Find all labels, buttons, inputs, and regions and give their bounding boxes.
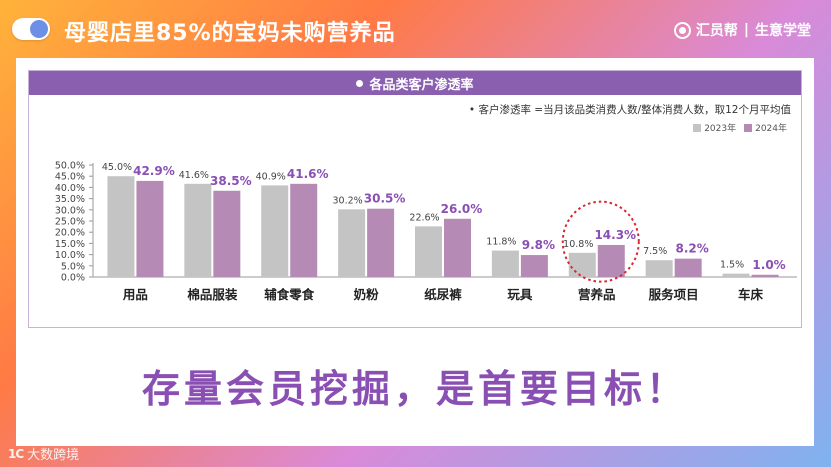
bar [645, 260, 673, 277]
data-label: 45.0% [102, 162, 132, 173]
x-tick-label: 辅食零食 [264, 287, 315, 302]
bar [520, 255, 548, 277]
data-label: 42.9% [133, 164, 175, 178]
brand-logo-icon [673, 21, 691, 39]
page-title: 母婴店里85%的宝妈未购营养品 [64, 21, 396, 46]
bar [184, 183, 212, 277]
bar [290, 183, 318, 277]
y-tick-label: 5.0% [61, 261, 85, 272]
chart-box: 0.0% 5.0% 10.0% 15.0% 20.0% 25.0% 30.0% 35.0% 40… [28, 70, 802, 328]
watermark-logo-icon: 1C [8, 446, 24, 461]
y-tick-label: 50.0% [55, 161, 85, 172]
data-label: 1.0% [752, 258, 785, 272]
x-tick-label: 棉品服装 [187, 287, 238, 302]
x-tick-label: 奶粉 [354, 287, 380, 302]
bar [107, 176, 135, 277]
y-tick-label: 45.0% [55, 172, 85, 183]
headline: 存量会员挖掘，是首要目标！ [141, 367, 688, 411]
watermark: 1C 大数跨境 [8, 444, 80, 464]
data-label: 38.5% [210, 174, 252, 188]
data-label: 30.2% [333, 195, 363, 206]
y-tick-label: 25.0% [55, 217, 85, 228]
bar [367, 208, 395, 277]
chart-legend: 2023年 2024年 [685, 121, 787, 134]
y-tick-label: 0.0% [61, 273, 85, 284]
legend-label-2024: 2024年 [755, 124, 787, 134]
data-label: 41.6% [179, 170, 209, 181]
bar [415, 226, 442, 277]
data-label: 40.9% [256, 171, 286, 182]
y-tick-label: 35.0% [55, 194, 85, 205]
data-label: 41.6% [287, 167, 329, 181]
highlight-circle [561, 200, 640, 283]
legend-item-2023: 2023年 [693, 121, 736, 134]
watermark-text: 大数跨境 [27, 448, 80, 463]
brand-name: 汇员帮 [695, 23, 738, 39]
bar [213, 190, 241, 277]
bar-chart: 0.0%5.0%10.0%15.0%20.0%25.0%30.0%35.0%40… [55, 161, 797, 302]
toggle-switch-icon [12, 18, 50, 40]
chart-note: • 客户渗透率 =当月该品类消费人数/整体消费人数，取12个月平均值 [468, 104, 791, 116]
x-tick-label: 用品 [122, 287, 148, 302]
bar [261, 185, 289, 277]
bar [597, 244, 625, 277]
chart-title-bar: 各品类客户渗透率 [29, 71, 801, 95]
bullet-dot-icon [356, 79, 364, 87]
data-label: 7.5% [643, 246, 667, 257]
y-tick-label: 30.0% [55, 205, 85, 216]
bar [674, 258, 702, 277]
data-label: 8.2% [676, 242, 709, 256]
y-tick-label: 40.0% [55, 183, 85, 194]
content-panel: 0.0% 5.0% 10.0% 15.0% 20.0% 25.0% 30.0% 35.0% 40… [16, 58, 814, 446]
legend-item-2024: 2024年 [744, 121, 787, 134]
bar [722, 273, 750, 277]
bar [338, 209, 366, 277]
y-tick-label: 10.0% [55, 250, 85, 261]
data-label: 26.0% [441, 202, 483, 216]
legend-label-2023: 2023年 [704, 124, 737, 134]
bar [568, 252, 596, 277]
bar [491, 250, 519, 277]
x-tick-label: 纸尿裤 [424, 287, 462, 302]
data-label: 14.3% [594, 228, 636, 242]
data-label: 11.8% [486, 237, 516, 248]
legend-swatch-2023 [693, 123, 702, 132]
chart-title: 各品类客户渗透率 [369, 77, 474, 93]
x-tick-label: 营养品 [578, 287, 616, 302]
y-tick-label: 15.0% [55, 239, 85, 250]
data-label: 9.8% [522, 238, 555, 252]
x-tick-label: 玩具 [507, 287, 533, 302]
bar [751, 274, 779, 277]
data-label: 22.6% [409, 212, 439, 223]
legend-swatch-2024 [744, 123, 753, 132]
data-label: 1.5% [720, 260, 744, 271]
bar [444, 218, 471, 277]
bar [136, 180, 164, 277]
brand-logo: 汇员帮 | 生意学堂 [673, 20, 811, 40]
data-label: 30.5% [364, 192, 406, 206]
header: 母婴店里85%的宝妈未购营养品 汇员帮 | 生意学堂 [0, 0, 831, 64]
x-tick-label: 服务项目 [649, 287, 699, 302]
toggle-knob [30, 20, 48, 38]
y-tick-label: 20.0% [55, 228, 85, 239]
data-label: 10.8% [563, 239, 593, 250]
x-tick-label: 车床 [738, 287, 764, 302]
brand-separator: | [743, 22, 749, 38]
brand-tagline: 生意学堂 [755, 23, 811, 39]
